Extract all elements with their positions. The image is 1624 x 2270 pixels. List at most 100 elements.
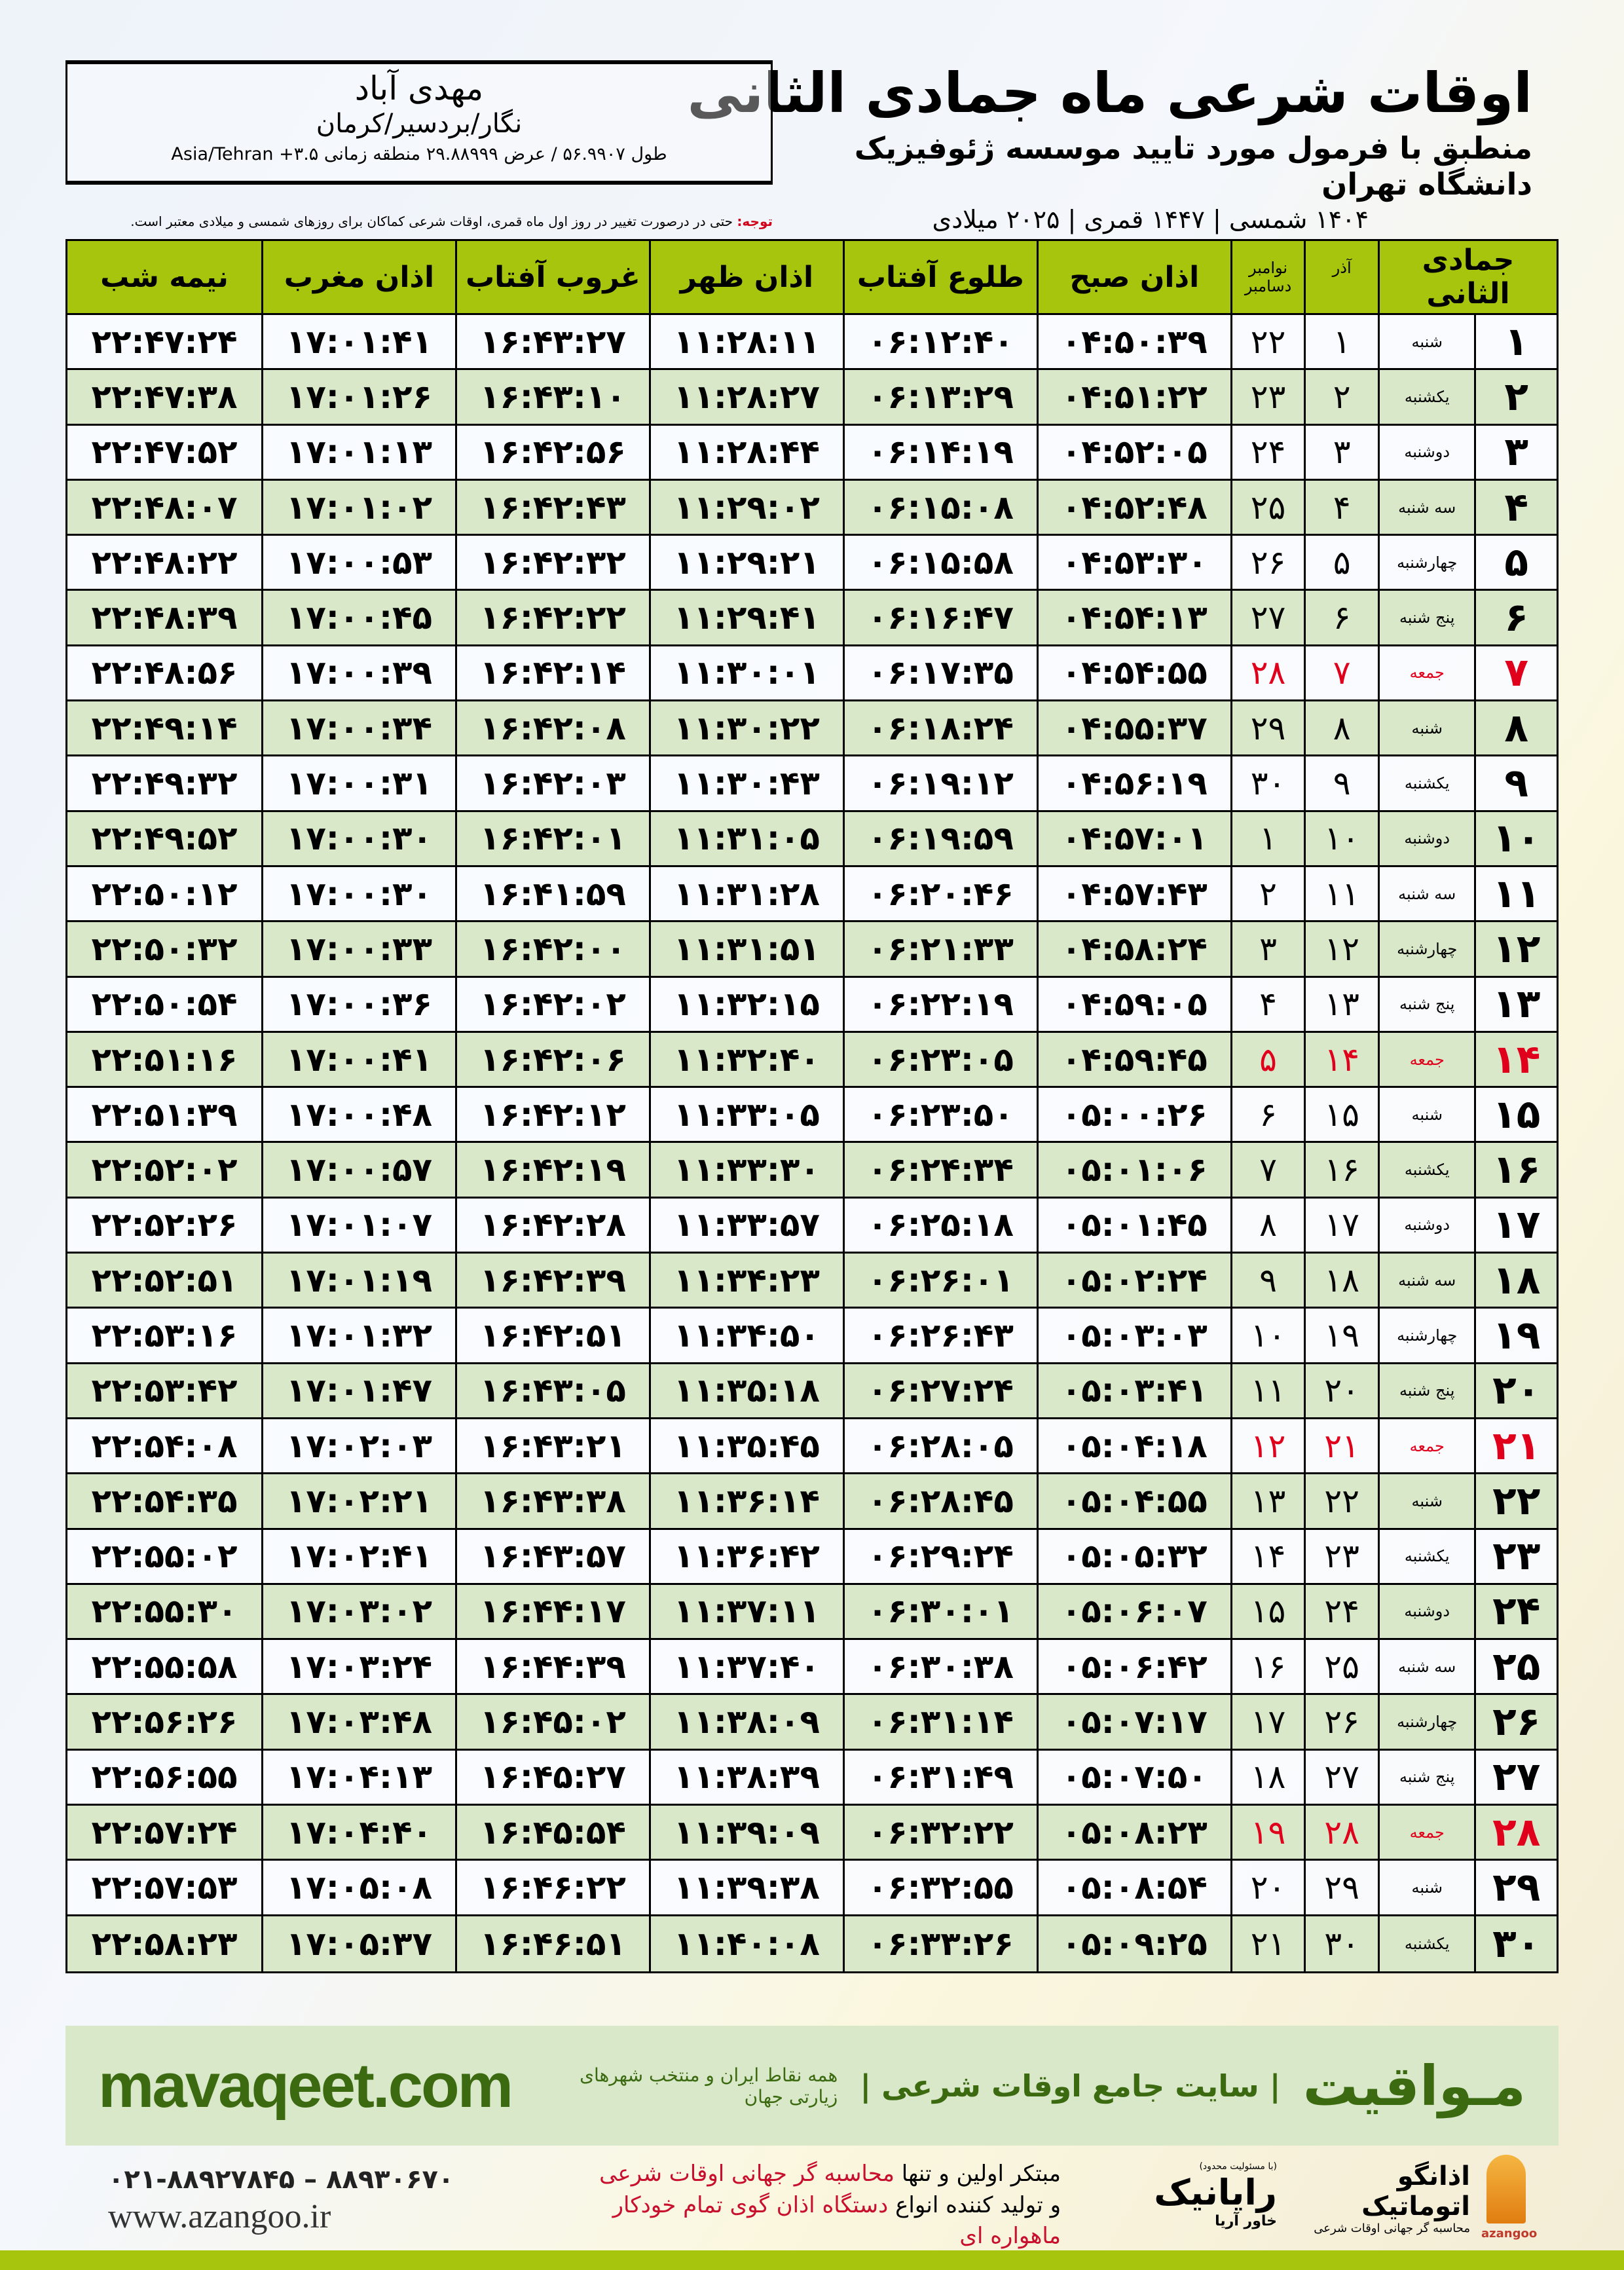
header-shamsi-label: آذر [1332,259,1352,277]
fajr-time: ۰۵:۰۳:۴۱ [1036,1364,1230,1417]
fajr-time: ۰۴:۵۴:۱۳ [1036,591,1230,644]
table-row: ۲۰ پنج شنبه ۲۰ ۱۱ ۰۵:۰۳:۴۱ ۰۶:۲۷:۲۴ ۱۱:۳۵:۱۸ ۱۶… [67,1364,1557,1419]
header-greg-1: نوامبر [1249,259,1288,277]
gregorian-day: ۱۵ [1230,1584,1304,1639]
page-title: اوقات شرعی ماه جمادی الثانی [687,61,1532,125]
shamsi-day: ۷ [1304,646,1378,700]
weekday: دوشنبه [1377,811,1474,865]
midnight-time: ۲۲:۵۸:۲۳ [91,1924,238,1963]
hijri-day: ۲۳ [1474,1529,1557,1583]
table-row: ۲۷ پنج شنبه ۲۷ ۱۸ ۰۵:۰۷:۵۰ ۰۶:۳۱:۴۹ ۱۱:۳۸:۳۹ ۱۶… [67,1750,1557,1806]
midnight-time: ۲۲:۵۳:۱۶ [91,1316,238,1354]
weekday: شنبه [1377,701,1474,755]
maghrib-time: ۱۷:۰۴:۱۳ [261,1750,455,1804]
weekday: یکشنبه [1377,1916,1474,1971]
gregorian-day: ۲۵ [1230,480,1304,534]
header-fajr: اذان صبح [1036,241,1230,313]
fajr-time: ۰۵:۰۵:۳۲ [1036,1529,1230,1583]
azangoo-name: اذانگو اتوماتیک [1361,2161,1470,2222]
shamsi-day: ۳۰ [1304,1916,1378,1971]
midnight-time: ۲۲:۵۴:۳۵ [91,1481,238,1520]
dhuhr-time: ۱۱:۳۱:۵۱ [648,922,843,976]
promo-text: مبتکر اولین و تنها محاسبه گر جهانی اوقات… [537,2159,1061,2252]
note-label: توجه: [737,214,773,229]
sunrise-time: ۰۶:۱۹:۱۲ [842,756,1037,810]
mosque-dome-icon [1486,2155,1526,2223]
sunset-time: ۱۶:۴۲:۱۲ [454,1088,649,1142]
midnight-time: ۲۲:۵۶:۲۶ [91,1703,238,1741]
header-sunset: غروب آفتاب [454,241,649,313]
dhuhr-time: ۱۱:۳۰:۴۳ [648,756,843,810]
sunset-time: ۱۶:۴۵:۰۲ [454,1695,649,1749]
midnight-time: ۲۲:۵۲:۵۱ [91,1261,238,1299]
maghrib-time: ۱۷:۰۱:۲۶ [261,370,455,424]
sunrise-time: ۰۶:۲۱:۳۳ [842,922,1037,976]
weekday: دوشنبه [1377,1198,1474,1252]
sunrise-time: ۰۶:۱۵:۵۸ [842,536,1037,589]
maghrib-time: ۱۷:۰۵:۰۸ [261,1861,455,1914]
maghrib-time: ۱۷:۰۱:۱۳ [261,425,455,479]
weekday: شنبه [1377,315,1474,369]
dhuhr-time: ۱۱:۳۶:۱۴ [648,1474,843,1528]
promo-1b: محاسبه گر جهانی اوقات شرعی [599,2161,895,2187]
sunrise-time: ۰۶:۱۴:۱۹ [842,425,1037,479]
site-link[interactable]: mavaqeet.com [98,2050,513,2121]
table-row: ۱۳ پنج شنبه ۱۳ ۴ ۰۴:۵۹:۰۵ ۰۶:۲۲:۱۹ ۱۱:۳۲:۱۵ ۱۶:… [67,977,1557,1033]
fajr-time: ۰۵:۰۸:۲۳ [1036,1806,1230,1859]
shamsi-day: ۱۴ [1304,1032,1378,1087]
sunrise-time: ۰۶:۲۸:۰۵ [842,1419,1037,1473]
mavaqeet-banner: مـواقیت | سایت جامع اوقات شرعی | همه نقا… [65,2026,1559,2146]
gregorian-day: ۹ [1230,1254,1304,1307]
sunrise-time: ۰۶:۲۷:۲۴ [842,1364,1037,1417]
fajr-time: ۰۵:۰۴:۵۵ [1036,1474,1230,1528]
fajr-time: ۰۵:۰۶:۴۲ [1036,1640,1230,1694]
table-row: ۲۱ جمعه ۲۱ ۱۲ ۰۵:۰۴:۱۸ ۰۶:۲۸:۰۵ ۱۱:۳۵:۴۵ ۱۶:۴۳:… [67,1419,1557,1475]
hijri-day: ۱۸ [1474,1254,1557,1307]
gregorian-day: ۱ [1230,811,1304,865]
sunrise-time: ۰۶:۱۶:۴۷ [842,591,1037,644]
brand-logo: مـواقیت [1302,2053,1526,2118]
table-row: ۲۴ دوشنبه ۲۴ ۱۵ ۰۵:۰۶:۰۷ ۰۶:۳۰:۰۱ ۱۱:۳۷:۱۱ ۱۶:۴… [67,1584,1557,1641]
weekday: پنج شنبه [1377,591,1474,644]
maghrib-time: ۱۷:۰۰:۵۳ [261,536,455,589]
sunset-time: ۱۶:۴۴:۳۹ [454,1640,649,1694]
shamsi-day: ۹ [1304,756,1378,810]
header-midnight: نیمه شب [100,260,229,294]
sunset-time: ۱۶:۴۲:۳۲ [454,536,649,589]
maghrib-time: ۱۷:۰۳:۰۲ [261,1584,455,1639]
location-path: نگار/بردسیر/کرمان [316,109,523,139]
table-row: ۱ شنبه ۱ ۲۲ ۰۴:۵۰:۳۹ ۰۶:۱۲:۴۰ ۱۱:۲۸:۱۱ ۱۶:۴۳:۲۷… [67,315,1557,371]
table-row: ۶ پنج شنبه ۶ ۲۷ ۰۴:۵۴:۱۳ ۰۶:۱۶:۴۷ ۱۱:۲۹:۴۱ ۱۶:۴… [67,591,1557,646]
header-dhuhr: اذان ظهر [648,241,843,313]
shamsi-day: ۱۶ [1304,1143,1378,1197]
dhuhr-time: ۱۱:۳۳:۳۰ [648,1143,843,1197]
sunrise-time: ۰۶:۳۱:۱۴ [842,1695,1037,1749]
gregorian-day: ۱۶ [1230,1640,1304,1694]
location-box: مهدی آباد نگار/بردسیر/کرمان طول ۵۶.۹۹۰۷ … [65,60,773,185]
azangoo-website[interactable]: www.azangoo.ir [108,2198,331,2235]
dhuhr-time: ۱۱:۳۱:۲۸ [648,866,843,921]
shamsi-day: ۲۰ [1304,1364,1378,1417]
sunrise-time: ۰۶:۲۸:۴۵ [842,1474,1037,1528]
dhuhr-time: ۱۱:۳۲:۴۰ [648,1032,843,1087]
sunrise-time: ۰۶:۲۴:۳۴ [842,1143,1037,1197]
sunset-time: ۱۶:۴۳:۳۸ [454,1474,649,1528]
table-row: ۷ جمعه ۷ ۲۸ ۰۴:۵۴:۵۵ ۰۶:۱۷:۳۵ ۱۱:۳۰:۰۱ ۱۶:۴۲:۱۴… [67,646,1557,702]
weekday: یکشنبه [1377,370,1474,424]
maghrib-time: ۱۷:۰۱:۰۲ [261,480,455,534]
shamsi-day: ۲۱ [1304,1419,1378,1473]
hijri-day: ۱۰ [1474,811,1557,865]
fajr-time: ۰۵:۰۱:۰۶ [1036,1143,1230,1197]
table-header: جمادی الثانی آذر نوامبر دسامبر اذان صبح ط… [67,241,1557,315]
sunset-time: ۱۶:۴۵:۲۷ [454,1750,649,1804]
gregorian-day: ۸ [1230,1198,1304,1252]
shamsi-day: ۲۲ [1304,1474,1378,1528]
gregorian-day: ۷ [1230,1143,1304,1197]
fajr-time: ۰۵:۰۸:۵۴ [1036,1861,1230,1914]
promo-2b: دستگاه اذان گوی تمام خودکار ماهواره ای [612,2191,1061,2250]
weekday: چهارشنبه [1377,922,1474,976]
hijri-day: ۱۶ [1474,1143,1557,1197]
shamsi-day: ۱۱ [1304,866,1378,921]
maghrib-time: ۱۷:۰۳:۴۸ [261,1695,455,1749]
sunset-time: ۱۶:۴۲:۰۸ [454,701,649,755]
